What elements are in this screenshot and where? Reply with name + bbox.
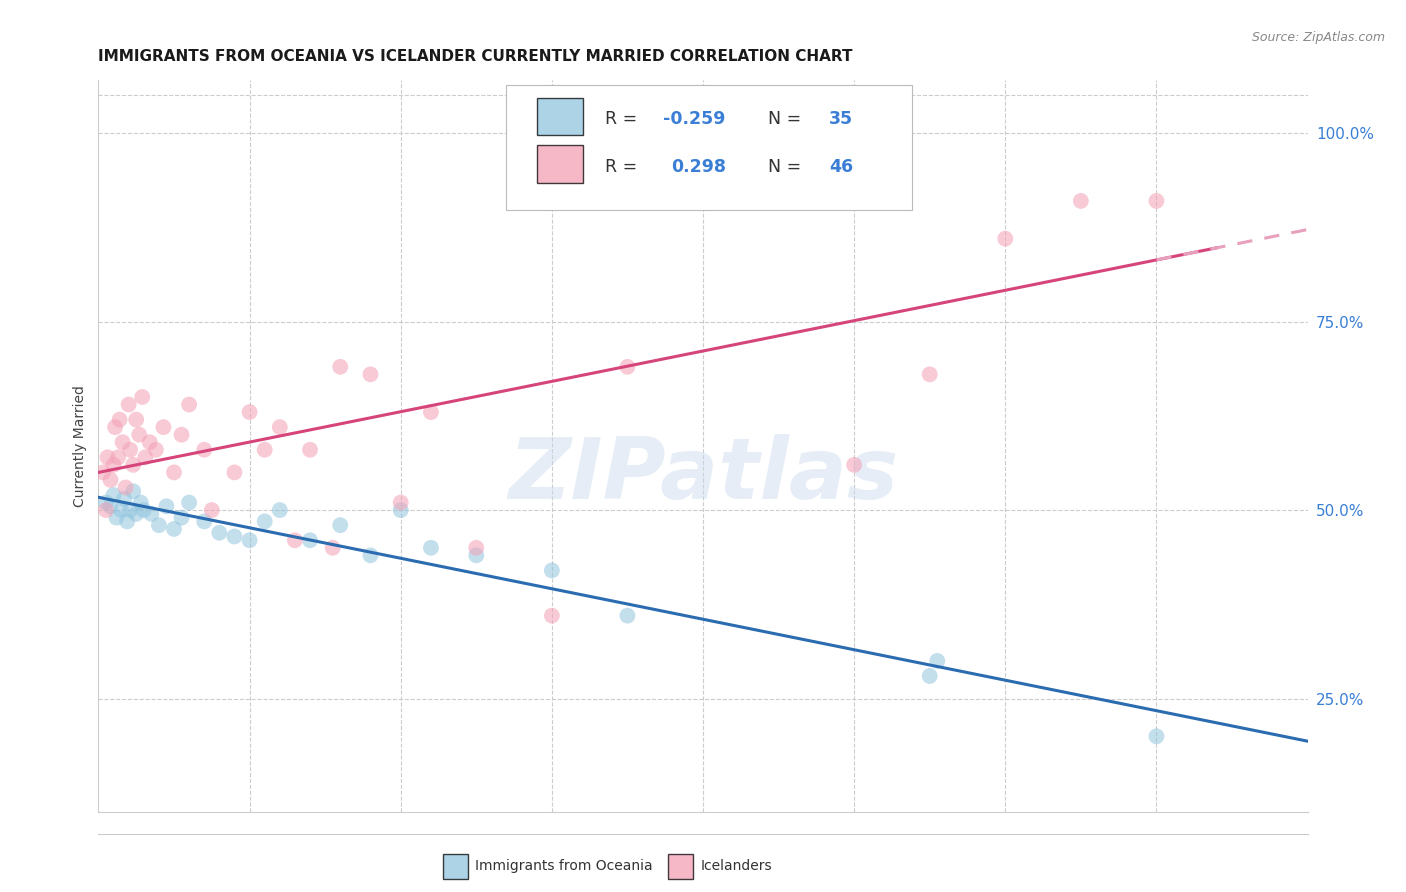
Point — [132, 503, 155, 517]
Point — [1070, 194, 1092, 208]
Point — [329, 518, 352, 533]
Text: N =: N = — [768, 158, 807, 176]
Text: Icelanders: Icelanders — [700, 859, 772, 873]
Point — [239, 533, 262, 548]
Point — [420, 541, 443, 555]
Text: -0.259: -0.259 — [664, 110, 725, 128]
Point — [118, 398, 141, 412]
Point — [120, 442, 142, 457]
Point — [201, 503, 224, 517]
Point — [125, 412, 148, 426]
Point — [253, 515, 276, 529]
FancyBboxPatch shape — [537, 97, 583, 136]
Point — [111, 435, 134, 450]
Point — [103, 488, 125, 502]
Point — [284, 533, 307, 548]
Point — [110, 503, 132, 517]
Point — [148, 518, 170, 533]
Point — [91, 466, 114, 480]
Point — [131, 390, 153, 404]
Point — [918, 669, 941, 683]
Point — [299, 442, 322, 457]
Point — [329, 359, 352, 374]
Point — [103, 458, 125, 472]
Point — [139, 435, 162, 450]
Point — [224, 466, 246, 480]
Point — [128, 427, 150, 442]
Point — [541, 608, 564, 623]
Point — [145, 442, 167, 457]
FancyBboxPatch shape — [506, 86, 912, 211]
Point — [94, 495, 117, 509]
Point — [193, 515, 215, 529]
Point — [104, 420, 127, 434]
Point — [994, 232, 1017, 246]
Point — [389, 503, 412, 517]
Point — [170, 427, 193, 442]
Point — [96, 450, 118, 465]
Point — [420, 405, 443, 419]
Point — [918, 368, 941, 382]
Point — [616, 608, 638, 623]
Point — [125, 507, 148, 521]
Point — [1146, 729, 1168, 743]
Text: 46: 46 — [828, 158, 853, 176]
Point — [163, 466, 186, 480]
Point — [465, 541, 488, 555]
Text: 0.298: 0.298 — [672, 158, 727, 176]
Point — [208, 525, 231, 540]
Point — [170, 510, 193, 524]
Point — [122, 484, 145, 499]
Point — [1146, 194, 1168, 208]
Point — [155, 500, 177, 514]
Point — [152, 420, 174, 434]
Text: N =: N = — [768, 110, 807, 128]
Text: ZIPatlas: ZIPatlas — [508, 434, 898, 516]
Point — [616, 359, 638, 374]
Point — [239, 405, 262, 419]
Point — [94, 503, 117, 517]
Text: IMMIGRANTS FROM OCEANIA VS ICELANDER CURRENTLY MARRIED CORRELATION CHART: IMMIGRANTS FROM OCEANIA VS ICELANDER CUR… — [98, 49, 853, 64]
Point — [115, 515, 138, 529]
Text: Immigrants from Oceania: Immigrants from Oceania — [475, 859, 652, 873]
Point — [112, 491, 135, 506]
Point — [114, 480, 136, 494]
Point — [389, 495, 412, 509]
Text: Source: ZipAtlas.com: Source: ZipAtlas.com — [1251, 31, 1385, 45]
Point — [179, 398, 201, 412]
Point — [360, 368, 382, 382]
Point — [465, 549, 488, 563]
Point — [108, 412, 131, 426]
Point — [224, 529, 246, 543]
Point — [193, 442, 215, 457]
Point — [360, 549, 382, 563]
Point — [253, 442, 276, 457]
Point — [163, 522, 186, 536]
Point — [141, 507, 163, 521]
Point — [844, 458, 866, 472]
Point — [927, 654, 949, 668]
Point — [122, 458, 145, 472]
Point — [768, 178, 790, 193]
FancyBboxPatch shape — [537, 145, 583, 183]
Point — [100, 473, 122, 487]
Point — [179, 495, 201, 509]
Point — [269, 503, 291, 517]
Point — [105, 510, 128, 524]
Text: R =: R = — [605, 158, 648, 176]
Point — [120, 503, 142, 517]
Point — [269, 420, 291, 434]
Point — [100, 500, 122, 514]
Y-axis label: Currently Married: Currently Married — [73, 385, 87, 507]
Point — [107, 450, 129, 465]
Point — [322, 541, 344, 555]
Point — [134, 450, 156, 465]
Point — [129, 495, 152, 509]
Point — [541, 563, 564, 577]
Text: R =: R = — [605, 110, 643, 128]
Point — [692, 194, 714, 208]
Point — [299, 533, 322, 548]
Text: 35: 35 — [828, 110, 853, 128]
